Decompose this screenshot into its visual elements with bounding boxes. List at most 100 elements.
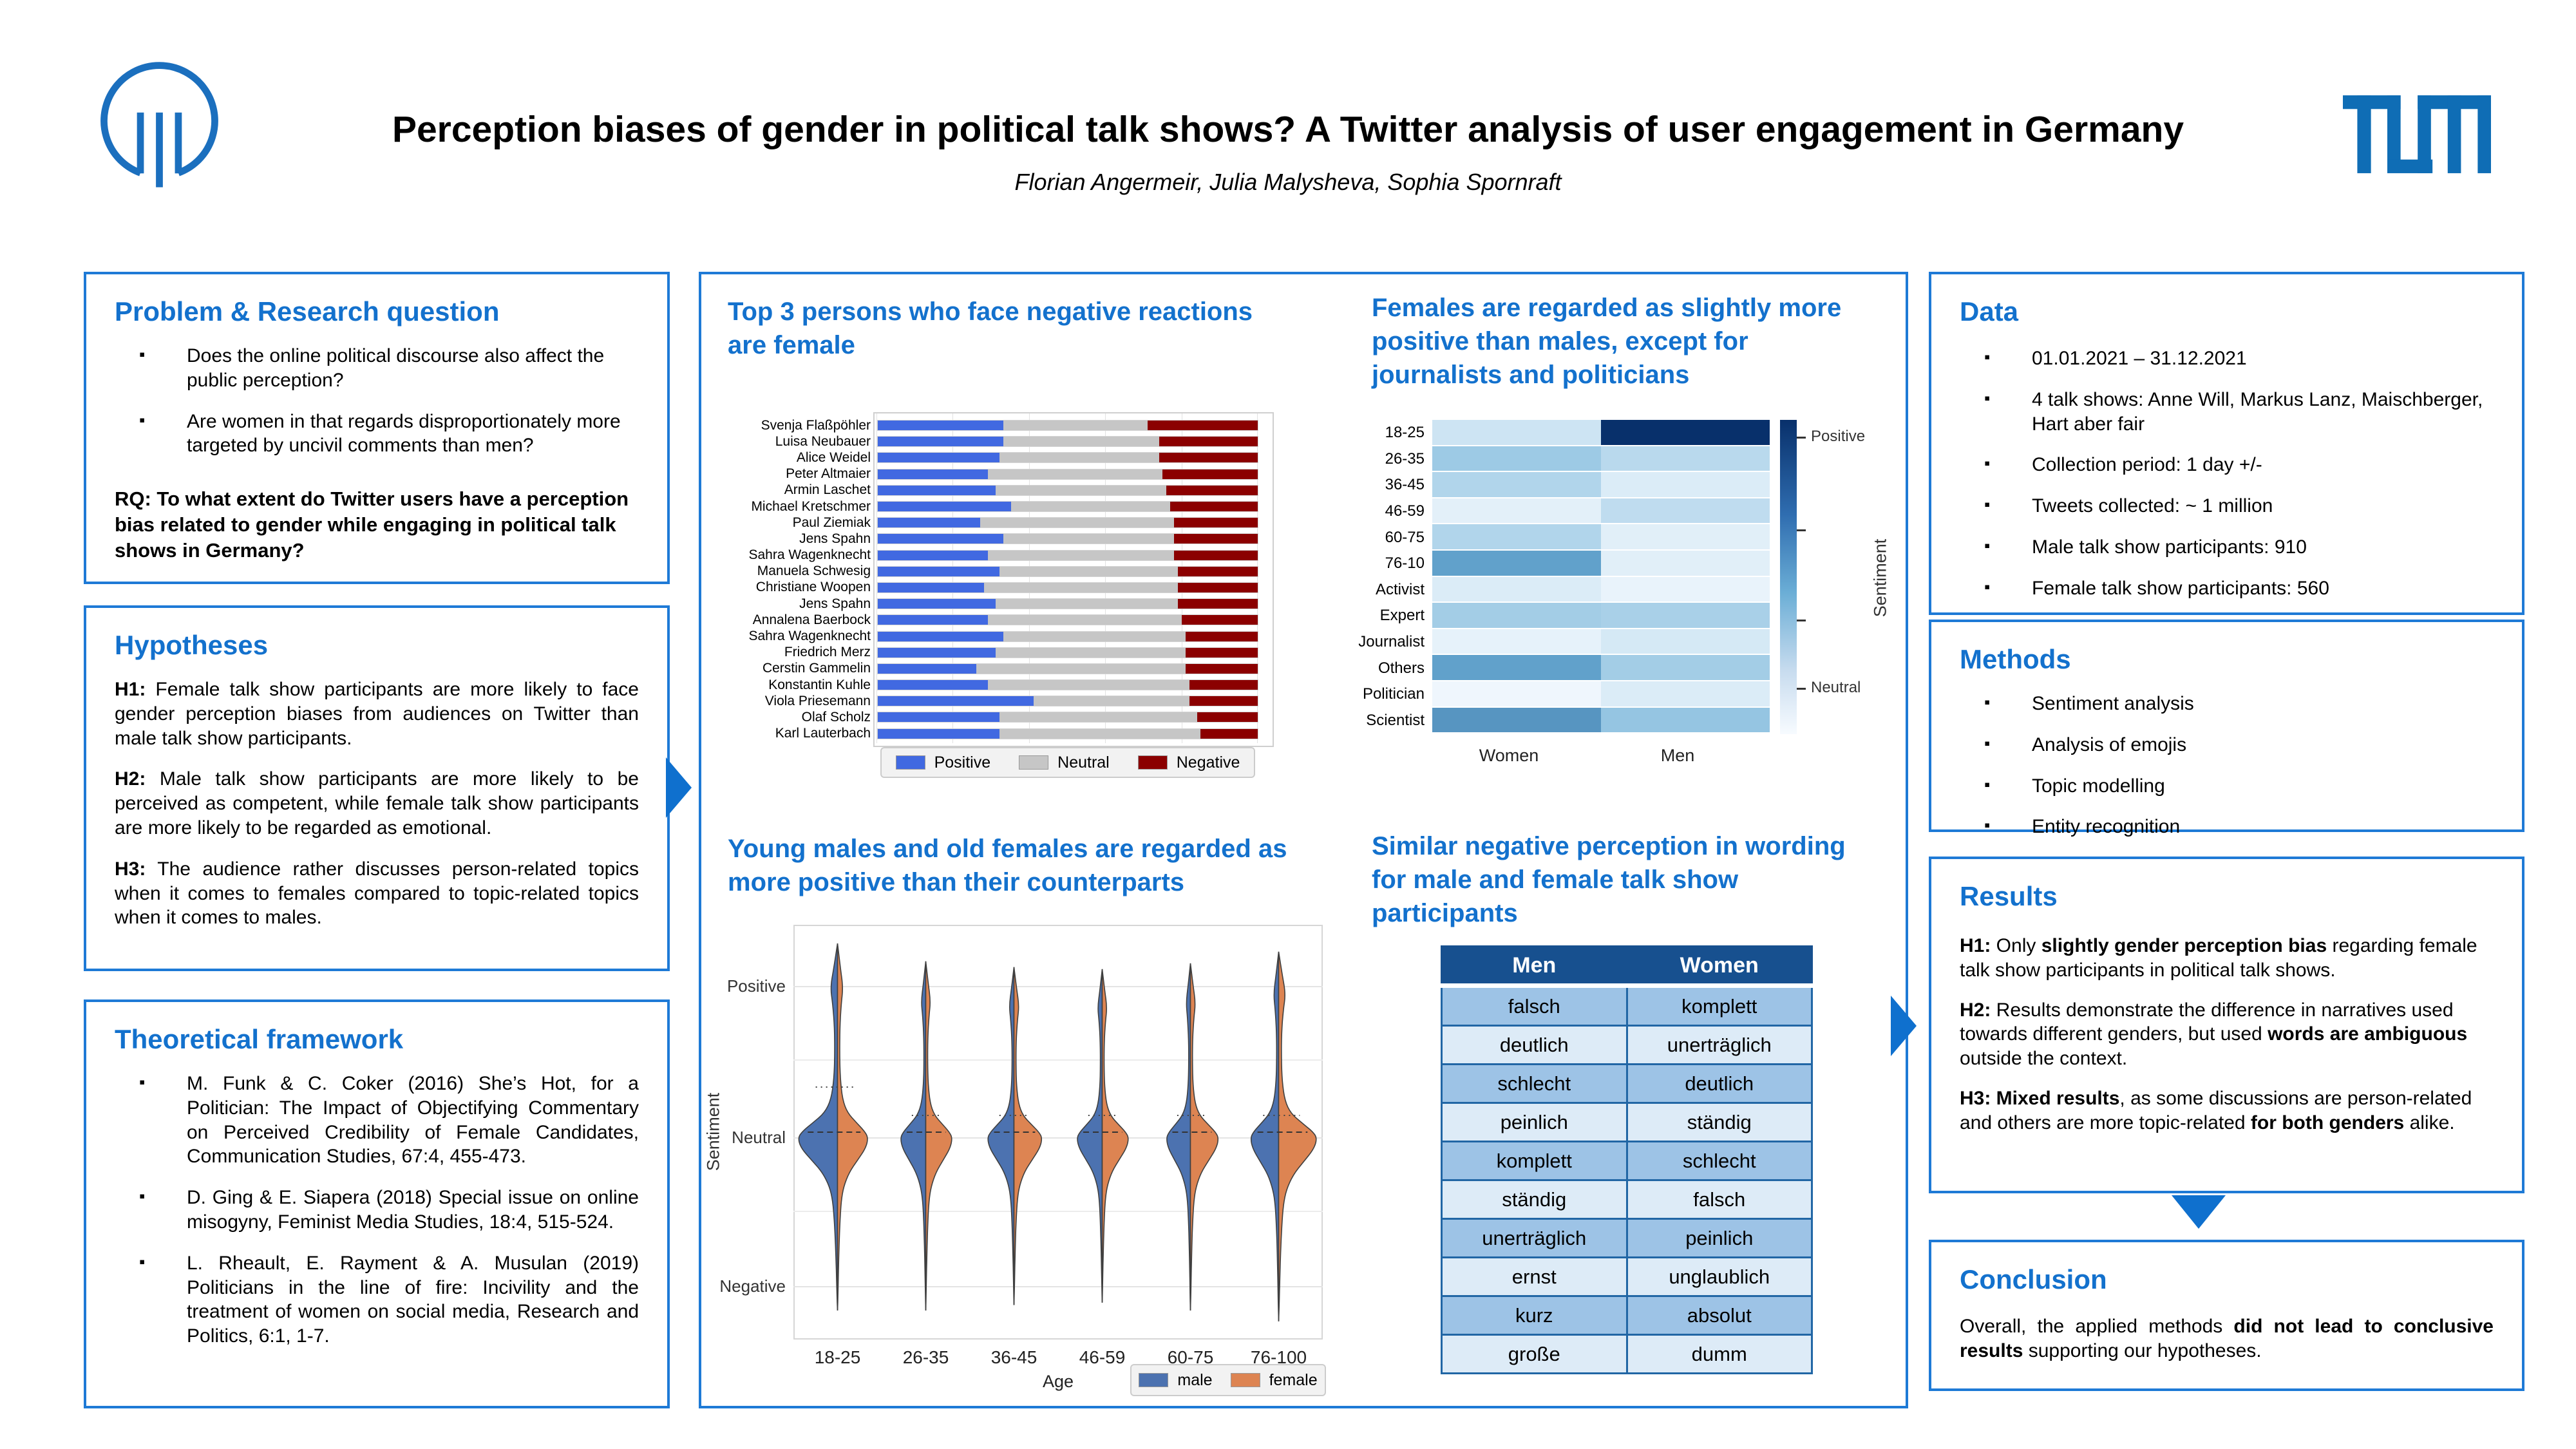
conclusion-heading: Conclusion xyxy=(1960,1264,2107,1294)
bar-segment xyxy=(1170,502,1258,512)
list-item: Sentiment analysis xyxy=(1960,692,2494,716)
colorbar-tick xyxy=(1797,529,1806,531)
violin-half-female xyxy=(925,961,952,1311)
bar-label: Luisa Neubauer xyxy=(775,433,871,449)
bar-track xyxy=(877,614,1258,626)
heatmap-cell xyxy=(1432,446,1601,473)
flow-arrow-results xyxy=(1891,996,1917,1056)
word-table-row: komplett schlecht xyxy=(1441,1141,1813,1181)
heatmap-row-label: 26-35 xyxy=(1385,450,1425,468)
violin-ytick-positive: Positive xyxy=(726,976,786,996)
word-cell: große xyxy=(1441,1334,1628,1374)
text-segment: regarding female talk show participants … xyxy=(1960,935,2477,981)
methods-bullets: Sentiment analysis Analysis of emojis Topi… xyxy=(1960,692,2494,839)
institute-logo xyxy=(100,62,218,187)
bar-segment xyxy=(878,437,1003,447)
heatmap-cell xyxy=(1601,498,1770,525)
bar-label: Cerstin Gammelin xyxy=(762,661,871,676)
violin-xtick: 36-45 xyxy=(990,1347,1037,1367)
bar-row: Luisa Neubauer xyxy=(702,433,1269,450)
word-cell: komplett xyxy=(1625,985,1813,1027)
text-segment: , as some discussions are person-related… xyxy=(1960,1087,2472,1133)
bar-row: Armin Laschet xyxy=(702,482,1269,498)
data-heading: Data xyxy=(1960,296,2019,327)
list-item: Analysis of emojis xyxy=(1960,733,2494,757)
bar-segment xyxy=(984,582,1179,592)
bar-segment xyxy=(999,453,1159,463)
text-segment: for both genders xyxy=(2250,1112,2405,1133)
legend-label: female xyxy=(1269,1370,1318,1389)
bar-label: Sahra Wagenknecht xyxy=(748,629,871,644)
bar-track xyxy=(877,420,1258,431)
bar-segment xyxy=(878,631,1003,641)
bar-segment xyxy=(1162,469,1258,479)
word-cell: kurz xyxy=(1441,1295,1628,1336)
bar-segment xyxy=(1185,647,1258,658)
word-cell: ständig xyxy=(1625,1102,1813,1142)
bar-segment xyxy=(1189,680,1258,690)
violin-half-male xyxy=(1077,969,1103,1303)
bar-segment xyxy=(878,663,977,674)
bar-label: Jens Spahn xyxy=(799,596,871,611)
bar-label: Peter Altmaier xyxy=(786,466,871,482)
list-item: 4 talk shows: Anne Will, Markus Lanz, Ma… xyxy=(1960,388,2494,437)
text-segment: H2: xyxy=(115,768,146,790)
bar-track xyxy=(877,565,1258,577)
bar-row: Annalena Baerbock xyxy=(702,612,1269,628)
violin-xlabel: Age xyxy=(1042,1372,1074,1391)
heatmap-cell xyxy=(1601,550,1770,577)
authors: Florian Angermeir, Julia Malysheva, Soph… xyxy=(1014,169,1562,195)
list-item: Are women in that regards disproportiona… xyxy=(115,410,639,459)
bar-segment xyxy=(1003,534,1175,544)
word-table-row: ernst unglaublich xyxy=(1441,1256,1813,1297)
bar-segment xyxy=(1174,550,1258,560)
bar-segment xyxy=(988,550,1175,560)
text-segment: outside the context. xyxy=(1960,1048,2128,1070)
bar-segment xyxy=(1010,502,1171,512)
heatmap-cell xyxy=(1601,603,1770,629)
heatmap-cell xyxy=(1601,472,1770,498)
bar-segment xyxy=(878,615,989,625)
heatmap-cell xyxy=(1601,524,1770,551)
bar-track xyxy=(877,501,1258,513)
framework-heading: Theoretical framework xyxy=(115,1024,404,1054)
word-cell: komplett xyxy=(1441,1141,1628,1181)
heatmap-row: 18-25 xyxy=(1346,420,1770,446)
bar-segment xyxy=(878,599,996,609)
bar-segment xyxy=(878,696,1034,706)
bar-track xyxy=(877,484,1258,496)
bar-segment xyxy=(988,680,1189,690)
legend-item-negative: Negative xyxy=(1137,753,1240,772)
list-item: M. Funk & C. Coker (2016) She’s Hot, for… xyxy=(115,1072,639,1169)
heatmap-cell xyxy=(1432,629,1601,656)
heatmap-cell xyxy=(1432,550,1601,577)
heatmap-cell xyxy=(1432,603,1601,629)
bar-segment xyxy=(999,566,1179,576)
bar-row: Svenja Flaßpöhler xyxy=(702,417,1269,433)
word-cell: falsch xyxy=(1625,1179,1813,1220)
text-segment: alike. xyxy=(2404,1112,2455,1133)
text-segment: Female talk show participants are more l… xyxy=(115,679,639,749)
violin-half-female xyxy=(1189,963,1219,1311)
bar-label: Karl Lauterbach xyxy=(775,726,871,741)
bar-track xyxy=(877,582,1258,593)
problem-box: Problem & Research question Does the onl… xyxy=(84,272,670,584)
flow-arrow-conclusion xyxy=(2172,1195,2226,1229)
bar-segment xyxy=(878,453,999,463)
heatmap-cell xyxy=(1601,446,1770,473)
colorbar-label-positive: Positive xyxy=(1811,428,1866,445)
neutral-swatch xyxy=(1019,755,1049,770)
bar-row: Karl Lauterbach xyxy=(702,726,1269,742)
bar-segment xyxy=(1189,696,1258,706)
heatmap-row-label: 60-75 xyxy=(1385,528,1425,546)
bar-track xyxy=(877,712,1258,723)
hypotheses-heading: Hypotheses xyxy=(115,630,269,660)
hypotheses-items: H1: Female talk show participants are mo… xyxy=(115,677,639,930)
bar-label: Olaf Scholz xyxy=(801,709,871,724)
problem-heading: Problem & Research question xyxy=(115,296,500,327)
bar-segment xyxy=(1033,696,1189,706)
heatmap-row-label: Scientist xyxy=(1366,711,1425,729)
list-item: Entity recognition xyxy=(1960,815,2494,839)
research-question: RQ: To what extent do Twitter users have… xyxy=(115,488,629,562)
